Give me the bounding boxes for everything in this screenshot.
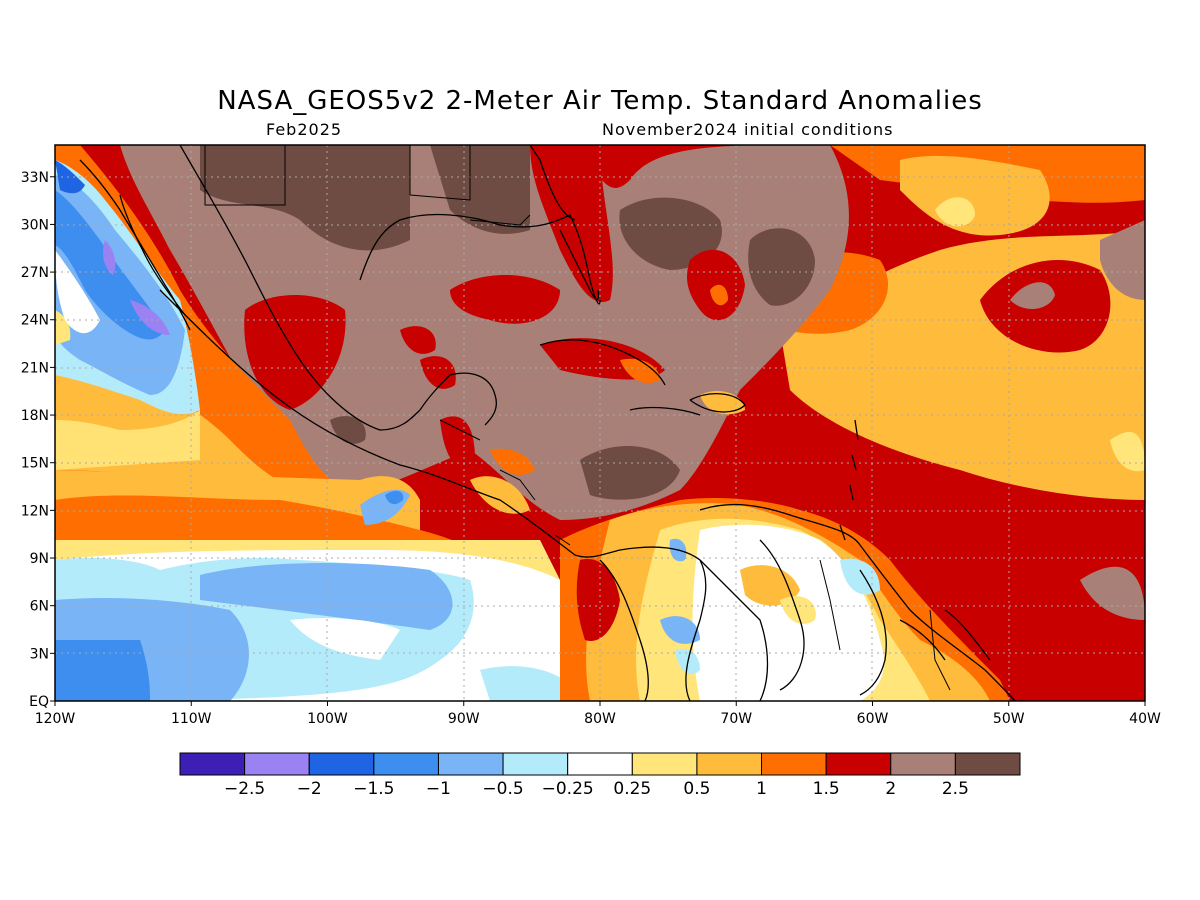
lat-tick-label: 15N — [21, 456, 49, 472]
lat-tick-label: EQ — [29, 694, 49, 710]
colorbar-swatch — [825, 752, 892, 776]
lat-tick-label: 9N — [30, 551, 49, 567]
colorbar-label: 1.5 — [813, 779, 840, 799]
lon-tick-label: 70W — [720, 711, 752, 727]
lon-tick-label: 80W — [584, 711, 616, 727]
colorbar-swatch — [890, 752, 956, 776]
colorbar-label: −1.5 — [353, 779, 394, 799]
lon-tick-label: 90W — [448, 711, 480, 727]
lon-tick-label: 120W — [35, 711, 76, 727]
colorbar-label: 2 — [885, 779, 896, 799]
lon-tick-label: 110W — [171, 711, 212, 727]
colorbar-swatch — [567, 752, 633, 776]
colorbar-swatch — [696, 752, 763, 776]
colorbar-swatch — [502, 752, 569, 776]
lat-tick-label: 30N — [21, 217, 49, 233]
lat-tick-label: 6N — [30, 599, 49, 615]
lon-tick-label: 40W — [1129, 711, 1161, 727]
lat-tick-label: 18N — [21, 408, 49, 424]
gridlines — [55, 145, 1145, 701]
lat-tick-label: 24N — [21, 313, 49, 329]
colorbar-swatch — [244, 752, 310, 776]
colorbar-swatch — [308, 752, 375, 776]
colorbar-label: −0.25 — [542, 779, 594, 799]
lat-tick-label: 33N — [21, 170, 49, 186]
coastlines — [79, 145, 1016, 701]
map-title: NASA_GEOS5v2 2-Meter Air Temp. Standard … — [217, 86, 983, 116]
colorbar-label: −0.5 — [482, 779, 523, 799]
lat-tick-label: 12N — [21, 503, 49, 519]
colorbar-swatch — [373, 752, 439, 776]
country-borders — [204, 144, 951, 691]
colorbar — [179, 752, 1021, 776]
colorbar-labels: −2.5 −2 −1.5 −1 −0.5 −0.25 0.25 0.5 1 1.5 2 2.5 — [224, 779, 969, 799]
lat-tick-label: 27N — [21, 265, 49, 281]
colorbar-label: 1 — [756, 779, 767, 799]
colorbar-label: 0.5 — [683, 779, 710, 799]
forecast-month: Feb2025 — [266, 120, 343, 139]
colorbar-swatch — [761, 752, 827, 776]
colorbar-swatch — [954, 752, 1021, 776]
initial-conditions: November2024 initial conditions — [602, 120, 894, 139]
longitude-axis: 120W 110W 100W 90W 80W 70W 60W 50W 40W — [35, 701, 1161, 727]
colorbar-swatch — [631, 752, 698, 776]
colorbar-swatch — [437, 752, 504, 776]
colorbar-label: −2 — [297, 779, 322, 799]
lon-tick-label: 50W — [993, 711, 1025, 727]
colorbar-label: −1 — [426, 779, 451, 799]
colorbar-label: −2.5 — [224, 779, 265, 799]
lon-tick-label: 60W — [857, 711, 889, 727]
lon-tick-label: 100W — [307, 711, 348, 727]
colorbar-swatch — [179, 752, 246, 776]
colorbar-label: 0.25 — [613, 779, 651, 799]
colorbar-label: 2.5 — [942, 779, 969, 799]
lat-tick-label: 3N — [30, 646, 49, 662]
latitude-axis: 33N 30N 27N 24N 21N 18N 15N 12N 9N 6N 3N EQ — [21, 170, 55, 710]
lat-tick-label: 21N — [21, 360, 49, 376]
